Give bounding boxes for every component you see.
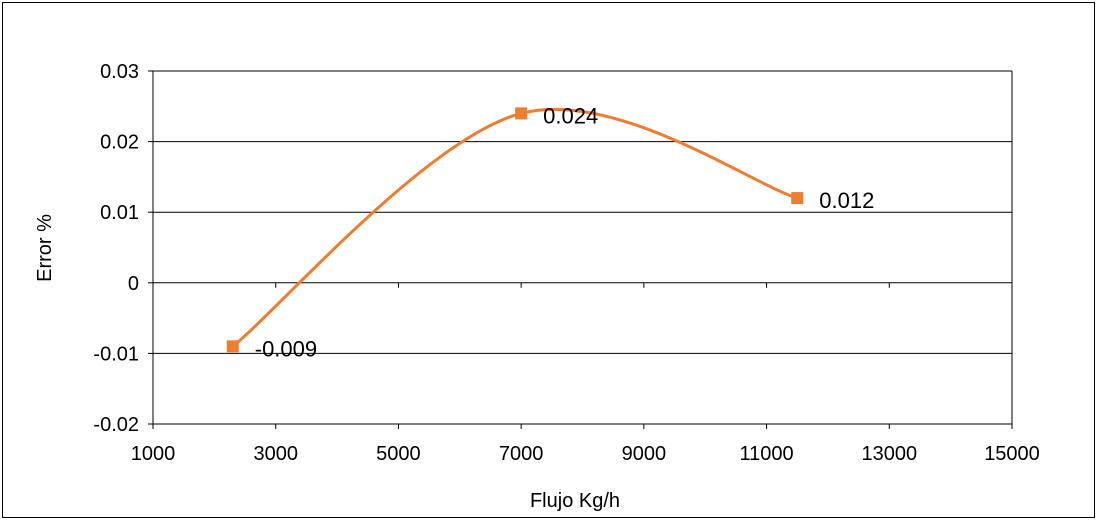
series-group: -0.009 0.024 0.012 (226, 103, 874, 361)
data-point-1 (515, 107, 528, 120)
y-tick-labels: 0.03 0.02 0.01 0 -0.01 -0.02 (93, 61, 139, 436)
data-label-0: -0.009 (255, 336, 317, 361)
x-axis-title: Flujo Kg/h (530, 490, 620, 512)
x-tick-label-5: 11000 (740, 443, 794, 465)
x-tick-label-7: 15000 (984, 443, 1040, 465)
data-point-2 (791, 192, 804, 205)
data-label-1: 0.024 (543, 103, 598, 128)
x-tick-label-1: 3000 (253, 443, 298, 465)
x-tick-label-0: 1000 (131, 443, 176, 465)
y-tick-label-0: 0.03 (100, 61, 139, 83)
data-label-2: 0.012 (819, 188, 874, 213)
y-tick-label-1: 0.02 (100, 132, 139, 154)
data-point-0 (226, 340, 239, 353)
x-tick-label-6: 13000 (861, 443, 917, 465)
axes (148, 70, 1013, 429)
y-tick-label-3: 0 (128, 273, 139, 295)
x-tick-label-4: 9000 (622, 443, 667, 465)
y-axis-title: Error % (34, 214, 56, 282)
y-tick-label-5: -0.02 (93, 414, 139, 436)
y-tick-label-2: 0.01 (100, 202, 139, 224)
x-tick-label-2: 5000 (376, 443, 421, 465)
gridlines (153, 70, 1012, 354)
x-tick-label-3: 7000 (499, 443, 544, 465)
x-tick-labels: 1000 3000 5000 7000 9000 11000 13000 15000 (131, 443, 1040, 465)
y-tick-label-4: -0.01 (93, 343, 139, 365)
series-line-0 (231, 107, 798, 348)
